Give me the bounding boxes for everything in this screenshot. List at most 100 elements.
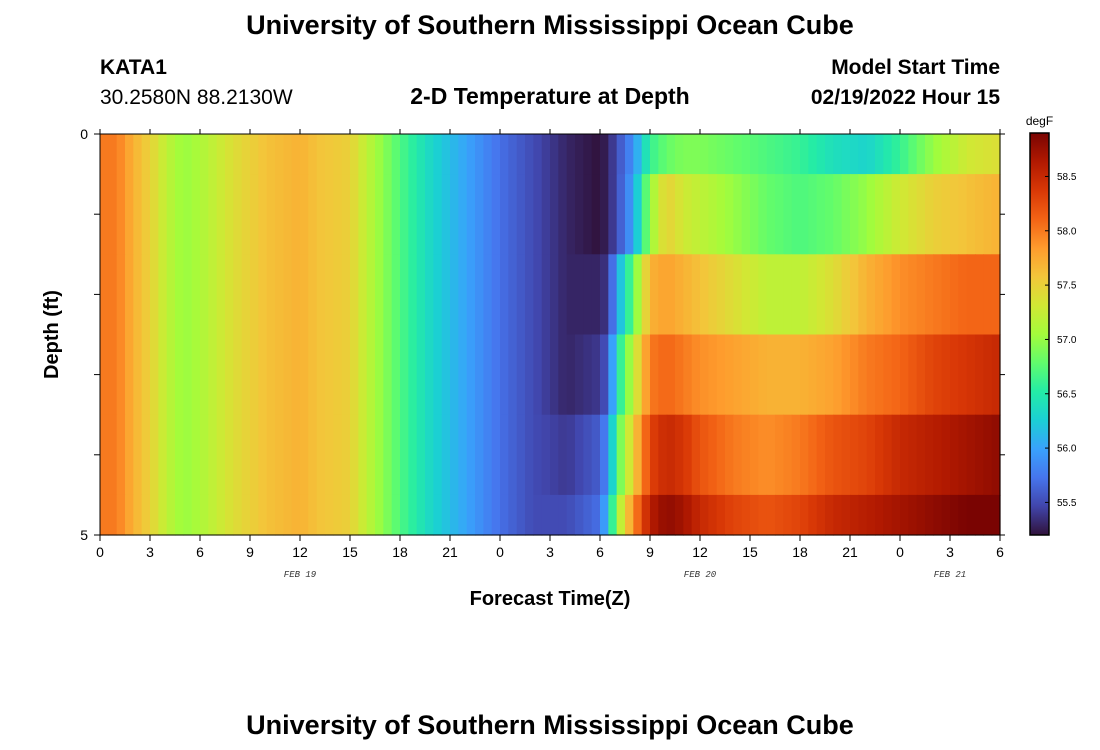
heatmap-cell — [400, 134, 409, 175]
heatmap-cell — [666, 134, 676, 175]
x-tick-label: 6 — [596, 544, 604, 560]
heatmap-cell — [616, 334, 626, 416]
heatmap-cell — [250, 334, 259, 416]
heatmap-cell — [475, 414, 484, 496]
heatmap-cell — [483, 494, 493, 536]
heatmap-cell — [983, 414, 993, 496]
heatmap-cell — [416, 174, 426, 255]
heatmap-cell — [991, 134, 1001, 175]
heatmap-cell — [533, 414, 543, 496]
heatmap-cell — [691, 414, 701, 496]
heatmap-cell — [275, 134, 284, 175]
heatmap-cell — [466, 174, 476, 255]
heatmap-cell — [600, 254, 609, 336]
heatmap-cell — [175, 134, 184, 175]
heatmap-cell — [641, 494, 651, 536]
heatmap-cell — [533, 494, 543, 536]
heatmap-cell — [500, 334, 509, 416]
heatmap-cell — [250, 174, 259, 255]
heatmap-cell — [975, 414, 984, 496]
colorbar-tick-label: 56.0 — [1057, 444, 1077, 455]
heatmap-cell — [483, 414, 493, 496]
heatmap-cell — [433, 254, 443, 336]
heatmap-cell — [291, 334, 301, 416]
heatmap-cell — [308, 174, 318, 255]
heatmap-cell — [158, 174, 168, 255]
heatmap-cell — [966, 174, 976, 255]
heatmap-cell — [466, 134, 476, 175]
heatmap-cell — [600, 174, 609, 255]
heatmap-cell — [991, 494, 1001, 536]
heatmap-cell — [608, 494, 618, 536]
heatmap-cell — [950, 174, 959, 255]
heatmap-cell — [250, 134, 259, 175]
heatmap-cell — [858, 334, 868, 416]
heatmap-cell — [658, 334, 668, 416]
heatmap-cell — [608, 414, 618, 496]
heatmap-cell — [341, 134, 351, 175]
heatmap-cell — [508, 334, 518, 416]
heatmap-cell — [183, 134, 193, 175]
heatmap-cell — [475, 134, 484, 175]
heatmap-cell — [808, 414, 818, 496]
heatmap-cell — [466, 334, 476, 416]
heatmap-cell — [641, 174, 651, 255]
heatmap-cell — [608, 254, 618, 336]
heatmap-cell — [200, 334, 209, 416]
heatmap-cell — [158, 494, 168, 536]
heatmap-cell — [458, 334, 468, 416]
heatmap-cell — [641, 254, 651, 336]
heatmap-cell — [433, 134, 443, 175]
heatmap-cell — [275, 174, 284, 255]
heatmap-cell — [475, 174, 484, 255]
heatmap-cell — [883, 494, 893, 536]
heatmap-cell — [291, 134, 301, 175]
heatmap-cell — [383, 134, 393, 175]
heatmap-cell — [100, 134, 109, 175]
heatmap-cell — [341, 494, 351, 536]
heatmap-cell — [541, 174, 551, 255]
heatmap-cell — [800, 494, 809, 536]
heatmap-cell — [341, 254, 351, 336]
heatmap-cell — [900, 414, 909, 496]
heatmap-cell — [825, 134, 834, 175]
heatmap-cell — [716, 174, 726, 255]
heatmap-cell — [791, 254, 801, 336]
heatmap-cell — [425, 334, 434, 416]
heatmap-cell — [116, 254, 126, 336]
heatmap-cell — [291, 174, 301, 255]
x-tick-label: 12 — [292, 544, 308, 560]
heatmap-cell — [891, 174, 901, 255]
footer-title: University of Southern Mississippi Ocean… — [246, 710, 854, 740]
heatmap-cell — [366, 494, 376, 536]
heatmap-cell — [558, 134, 568, 175]
heatmap-cell — [433, 414, 443, 496]
station-name: KATA1 — [100, 56, 167, 79]
heatmap-cell — [425, 414, 434, 496]
heatmap-cell — [666, 334, 676, 416]
heatmap-cell — [600, 134, 609, 175]
heatmap-cell — [350, 414, 359, 496]
heatmap-cell — [100, 254, 109, 336]
heatmap-cell — [233, 254, 243, 336]
heatmap-cell — [866, 494, 876, 536]
heatmap-cell — [458, 174, 468, 255]
x-tick-label: 0 — [496, 544, 504, 560]
heatmap-cell — [933, 334, 943, 416]
heatmap-cell — [850, 174, 859, 255]
heatmap-cell — [408, 254, 418, 336]
heatmap-cell — [741, 334, 751, 416]
heatmap-cell — [450, 134, 459, 175]
heatmap-cell — [416, 254, 426, 336]
heatmap-cell — [208, 174, 218, 255]
heatmap-cell — [316, 494, 326, 536]
heatmap-cell — [466, 494, 476, 536]
heatmap-cell — [716, 334, 726, 416]
heatmap-cell — [133, 174, 143, 255]
heatmap-cell — [366, 174, 376, 255]
heatmap-cell — [666, 254, 676, 336]
heatmap-cell — [350, 174, 359, 255]
heatmap-cell — [566, 494, 576, 536]
heatmap-cell — [283, 494, 293, 536]
y-tick-label: 0 — [80, 126, 88, 142]
